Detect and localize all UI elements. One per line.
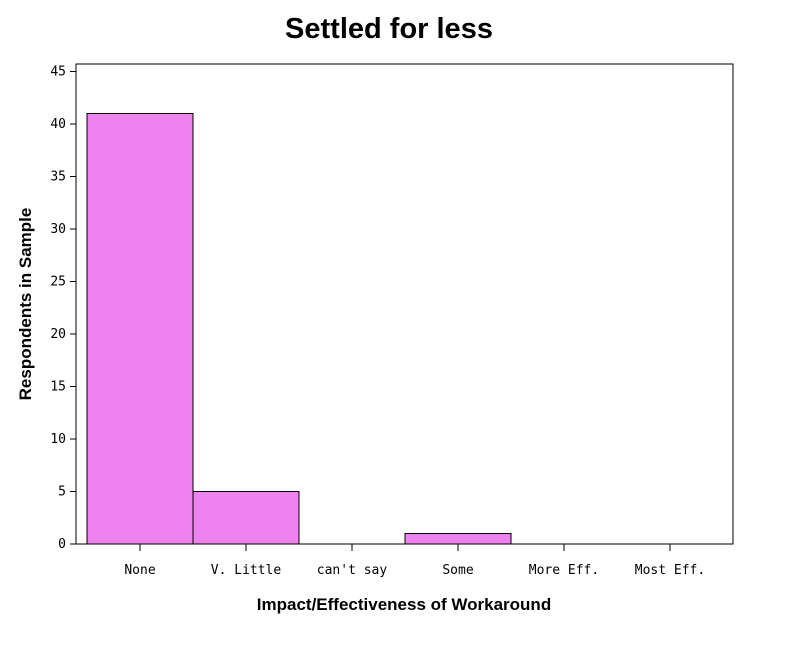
y-axis-label: Respondents in Sample [16, 208, 35, 401]
y-tick-label: 45 [50, 65, 66, 80]
x-tick-label: More Eff. [529, 563, 599, 578]
y-tick-label: 10 [50, 432, 66, 447]
y-tick-label: 40 [50, 117, 66, 132]
x-tick-label: can't say [317, 563, 388, 578]
x-axis: None V. Little can't say Some More Eff. Most … [124, 544, 705, 578]
y-tick-label: 20 [50, 327, 66, 342]
x-tick-label: None [124, 563, 155, 578]
bar [404, 533, 512, 545]
y-tick-label: 30 [50, 222, 66, 237]
bar [86, 113, 194, 545]
y-axis: 0 5 10 15 20 25 30 35 40 45 [50, 65, 76, 552]
y-tick-label: 25 [50, 275, 66, 290]
x-axis-label: Impact/Effectiveness of Workaround [257, 595, 551, 614]
y-tick-label: 35 [50, 170, 66, 185]
y-tick-label: 0 [58, 537, 66, 552]
chart-title: Settled for less [285, 13, 493, 45]
bars-group [86, 113, 512, 545]
bar [192, 491, 300, 545]
y-tick-label: 5 [58, 485, 66, 500]
y-tick-label: 15 [50, 380, 66, 395]
x-tick-label: Some [442, 563, 473, 578]
x-tick-label: Most Eff. [635, 563, 705, 578]
x-tick-label: V. Little [211, 563, 282, 578]
